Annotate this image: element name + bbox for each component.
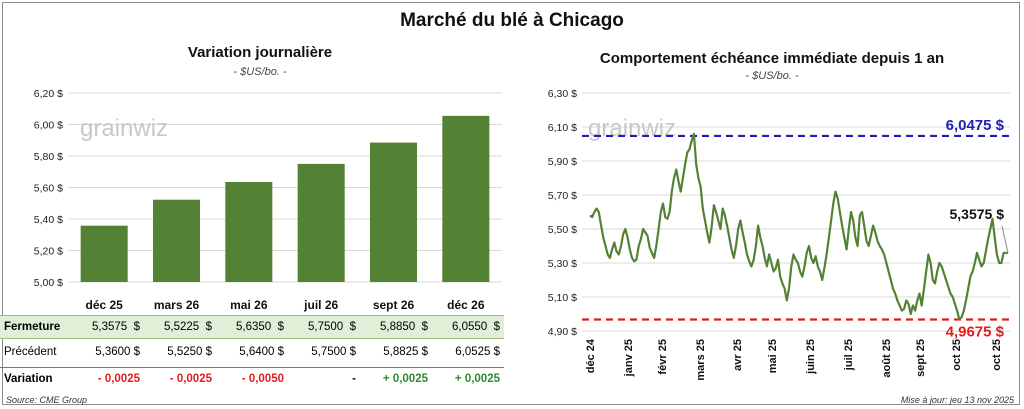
line-x-tick-label: févr 25 (657, 339, 669, 374)
table-cell: 5,6350 $ (236, 321, 284, 333)
bar-y-tick-label: 6,00 $ (34, 120, 63, 132)
table-row-label: Précédent (4, 346, 57, 358)
line-y-tick-label: 4,90 $ (548, 326, 577, 338)
watermark-logo: grainwiz (588, 115, 676, 142)
table-cell: + 0,0025 (454, 373, 500, 385)
right-chart-title: Comportement échéance immédiate depuis 1… (599, 50, 945, 67)
line-x-tick-label: avr 25 (732, 339, 744, 371)
line-y-tick-label: 6,30 $ (548, 88, 577, 100)
line-x-tick-label: sept 25 (915, 339, 927, 377)
line-y-tick-label: 6,10 $ (548, 122, 577, 134)
table-cell: - 0,0025 (97, 373, 140, 385)
bar-y-tick-label: 5,20 $ (34, 246, 63, 258)
last-value-leader (1001, 225, 1009, 254)
bar-x-tick-label: juil 26 (303, 298, 338, 312)
page-title: Marché du blé à Chicago (400, 10, 624, 31)
source-note: Source: CME Group (6, 395, 88, 405)
bar-chart: 5,00 $ 5,20 $ 5,40 $ 5,60 $ 5,80 $ 6,00 $ 6,20… (34, 88, 502, 312)
line-x-tick-label: juin 25 (805, 339, 817, 375)
chart-frame (2, 2, 1020, 405)
bar (80, 225, 128, 282)
table-cell: 5,7500 $ (308, 321, 356, 333)
bar (297, 163, 345, 282)
bar-y-tick-label: 5,40 $ (34, 214, 63, 226)
last-value-label: 5,3575 $ (950, 206, 1005, 222)
table-cell: 5,5225 $ (164, 321, 212, 333)
table-row: Fermeture 5,3575 $ 5,5225 $ 5,6350 $ 5,7500 … (0, 315, 504, 339)
table-cell: 5,6400 $ (239, 346, 284, 358)
table-cell: 5,3575 $ (92, 321, 140, 333)
table-cell: - (352, 373, 356, 385)
line-y-tick-label: 5,70 $ (548, 190, 577, 202)
bar-x-tick-label: déc 25 (85, 298, 123, 312)
update-note: Mise à jour: jeu 13 nov 2025 (900, 395, 1014, 405)
table-cell: 5,8850 $ (380, 321, 428, 333)
table-cell: 5,8825 $ (383, 346, 428, 358)
table-row-label: Fermeture (4, 321, 61, 333)
table-row: Variation - 0,0025 - 0,0025 - 0,0050 - + 0,00… (0, 367, 504, 390)
line-y-tick-label: 5,50 $ (548, 224, 577, 236)
left-chart-title: Variation journalière (187, 44, 333, 61)
table-cell: 6,0525 $ (455, 346, 500, 358)
line-x-tick-label: oct 25 (991, 339, 1003, 371)
line-x-tick-label: août 25 (881, 339, 893, 378)
bar (152, 199, 201, 282)
bar-y-tick-label: 5,00 $ (34, 277, 63, 289)
price-series-line (589, 132, 1009, 321)
line-y-tick-label: 5,90 $ (548, 156, 577, 168)
left-chart-unit: - $US/bo. - (233, 66, 287, 78)
line-y-tick-label: 5,30 $ (548, 258, 577, 270)
bar (225, 181, 273, 282)
table-cell: 5,3600 $ (95, 346, 140, 358)
table-cell: 5,7500 $ (311, 346, 356, 358)
bar-x-tick-label: déc 26 (447, 298, 485, 312)
line-x-tick-label: janv 25 (623, 339, 635, 377)
line-x-tick-label: oct 25 (951, 339, 963, 371)
right-chart-unit: - $US/bo. - (745, 70, 799, 82)
line-x-tick-label: déc 24 (585, 338, 597, 373)
line-x-tick-label: juil 25 (843, 339, 855, 371)
bar-x-tick-label: sept 26 (373, 298, 415, 312)
table-row: Précédent 5,3600 $ 5,5250 $ 5,6400 $ 5,7500 … (0, 341, 504, 363)
line-x-tick-label: mars 25 (695, 339, 707, 381)
line-x-tick-label: mai 25 (767, 339, 779, 373)
bar (442, 115, 490, 283)
table-cell: - 0,0050 (241, 373, 284, 385)
bar (369, 142, 418, 282)
table-cell: 6,0550 $ (452, 321, 500, 333)
line-y-tick-label: 5,10 $ (548, 292, 577, 304)
max-value-label: 6,0475 $ (946, 117, 1005, 134)
table-cell: 5,5250 $ (167, 346, 212, 358)
bar-y-tick-label: 5,60 $ (34, 183, 63, 195)
table-cell: - 0,0025 (169, 373, 212, 385)
bar-x-tick-label: mai 26 (230, 298, 268, 312)
bar-y-tick-label: 5,80 $ (34, 151, 63, 163)
bar-y-tick-label: 6,20 $ (34, 88, 63, 100)
bar-x-tick-label: mars 26 (154, 298, 200, 312)
watermark-logo: grainwiz (80, 115, 168, 142)
min-value-label: 4,9675 $ (946, 324, 1005, 341)
table-cell: + 0,0025 (382, 373, 428, 385)
table-row-label: Variation (4, 373, 53, 385)
